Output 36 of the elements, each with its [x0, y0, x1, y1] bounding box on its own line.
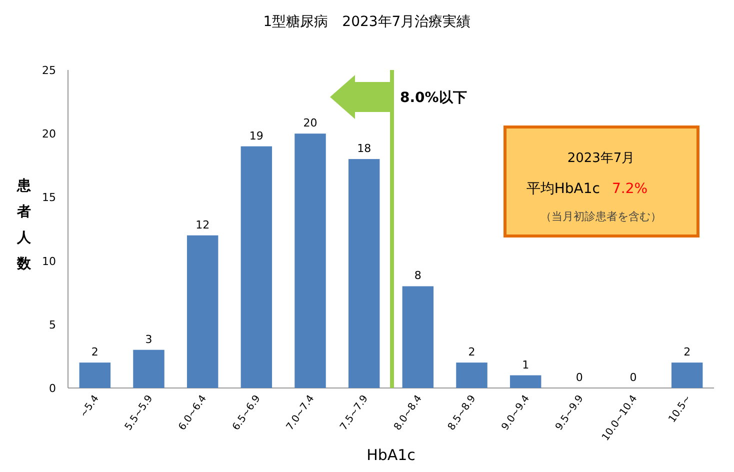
data-label: 18 [357, 142, 372, 156]
data-label: 2 [91, 346, 98, 359]
data-label: 0 [630, 371, 637, 384]
ref-line-label: 8.0%以下 [400, 90, 467, 106]
annotation: 7.2% [612, 181, 648, 197]
y-tick-label: 15 [42, 191, 56, 204]
data-label: 2 [684, 346, 691, 359]
y-tick-label: 20 [42, 128, 56, 141]
y-tick-label: 10 [42, 254, 56, 268]
bar [133, 350, 164, 388]
annotation: 平均HbA1c [526, 181, 600, 197]
data-label: 0 [576, 371, 583, 384]
data-label: 3 [145, 332, 152, 346]
bar [510, 375, 542, 388]
bar [294, 134, 326, 388]
bar [240, 146, 272, 388]
bar [456, 362, 488, 388]
bar [402, 286, 434, 388]
data-label: 19 [249, 129, 264, 142]
bar [671, 362, 703, 388]
bar [348, 159, 380, 388]
bar [186, 235, 218, 388]
data-label: 2 [468, 346, 476, 359]
bar [79, 362, 111, 388]
y-tick-label: 25 [42, 64, 56, 77]
chart-title: 1型糖尿病 2023年7月治療実績 [263, 14, 471, 30]
x-axis-title: HbA1c [366, 446, 416, 464]
data-label: 12 [196, 218, 210, 232]
y-tick-label: 5 [49, 318, 56, 332]
annotation: 2023年7月 [567, 151, 635, 166]
data-label: 20 [303, 116, 318, 130]
data-label: 8 [414, 269, 422, 282]
annotation: （当月初診患者を含む） [540, 210, 662, 223]
y-axis-title: 患者人数 [16, 178, 32, 272]
y-tick-label: 0 [49, 382, 56, 395]
data-label: 1 [522, 358, 530, 372]
